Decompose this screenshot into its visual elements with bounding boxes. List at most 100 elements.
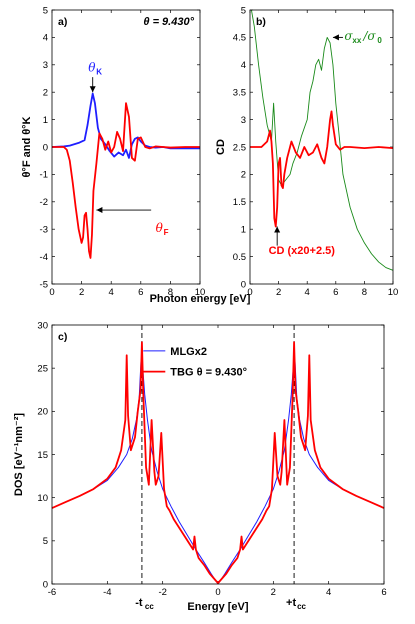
y-tick-label: 20 bbox=[37, 407, 48, 418]
y-tick-label: 4 bbox=[43, 33, 48, 44]
sigma-label: σ xx /σ 0 bbox=[344, 29, 382, 45]
y-tick-label: 25 bbox=[37, 363, 48, 374]
series-line-1 bbox=[51, 341, 385, 585]
panel-c-frame bbox=[51, 324, 385, 585]
y-tick-label: 3 bbox=[241, 115, 246, 126]
y-tick-label: 30 bbox=[37, 320, 48, 331]
panel-c-vline-labels: -t cc +t cc bbox=[135, 597, 306, 611]
legend-label-tbg: TBG θ = 9.430° bbox=[170, 367, 247, 379]
y-tick-label: 2.5 bbox=[233, 142, 246, 153]
y-tick-label: 0 bbox=[43, 579, 48, 590]
panel-c-label: c) bbox=[58, 331, 67, 343]
y-tick-label: 1 bbox=[43, 115, 48, 126]
y-tick-label: 2 bbox=[43, 88, 48, 99]
x-tick-label: 8 bbox=[362, 287, 367, 298]
theta-k-subscript: K bbox=[96, 68, 102, 77]
arrow-head bbox=[96, 207, 103, 214]
x-tick-label: 6 bbox=[138, 287, 143, 298]
panel-b-label: b) bbox=[256, 16, 266, 28]
theta-k-symbol: θ bbox=[88, 61, 96, 75]
x-tick-label: 2 bbox=[271, 587, 276, 598]
x-tick-label: 8 bbox=[168, 287, 173, 298]
sigma-divisor: /σ bbox=[362, 29, 376, 43]
x-tick-label: 2 bbox=[79, 287, 84, 298]
vline-label: +t bbox=[286, 597, 296, 609]
x-tick-label: 4 bbox=[109, 287, 114, 298]
y-tick-label: 3 bbox=[43, 60, 48, 71]
vline-label-subscript: cc bbox=[145, 602, 154, 611]
y-tick-label: -2 bbox=[40, 197, 48, 208]
panel-c-vlines bbox=[141, 325, 295, 584]
panel-ab-xlabel: Photon energy [eV] bbox=[150, 293, 251, 305]
panel-c-xlabel: Energy [eV] bbox=[187, 601, 248, 613]
panel-b-series bbox=[250, 9, 394, 271]
panel-b-arrows bbox=[274, 34, 343, 246]
panel-b: 0 2 4 6 8 10 0 0.5 1 1.5 2 2.5 3 3.5 4 4.5 5 b) CD Photo… bbox=[150, 5, 399, 305]
y-tick-label: 1.5 bbox=[233, 197, 246, 208]
series-line-0 bbox=[51, 92, 200, 159]
panel-a-arrows bbox=[89, 77, 152, 214]
x-tick-label: 10 bbox=[388, 287, 399, 298]
panel-c: -6 -4 -2 0 2 4 6 0 5 10 15 20 25 30 c) DOS [eV⁻¹nm⁻²]… bbox=[13, 320, 387, 613]
y-tick-label: 2 bbox=[241, 170, 246, 181]
panel-a: 0 2 4 6 8 10 -5 -4 -3 -2 -1 0 1 2 3 4 5 a) θ = 9.430° θ°… bbox=[21, 5, 205, 298]
y-tick-label: 5 bbox=[241, 5, 246, 16]
panel-a-label: a) bbox=[58, 16, 67, 28]
sigma-zero-subscript: 0 bbox=[377, 36, 382, 45]
sigma-subscript: xx bbox=[352, 36, 361, 45]
y-tick-label: 4 bbox=[241, 60, 246, 71]
y-tick-label: 15 bbox=[37, 450, 48, 461]
series-line-1 bbox=[250, 110, 394, 228]
y-tick-label: 0 bbox=[241, 279, 246, 290]
x-tick-label: -2 bbox=[158, 587, 166, 598]
x-tick-label: 0 bbox=[215, 587, 220, 598]
y-tick-label: -5 bbox=[40, 279, 48, 290]
cd-label: CD (x20+2.5) bbox=[269, 245, 336, 257]
x-tick-label: 6 bbox=[333, 287, 338, 298]
arrow-head bbox=[274, 226, 281, 233]
x-tick-label: -6 bbox=[48, 587, 56, 598]
theta-k-label: θ K bbox=[88, 61, 102, 77]
x-tick-label: 0 bbox=[247, 287, 252, 298]
arrow-head bbox=[332, 34, 339, 41]
panel-a-series bbox=[51, 92, 200, 259]
panel-b-ylabel: CD bbox=[215, 139, 227, 155]
y-tick-label: 3.5 bbox=[233, 88, 246, 99]
y-tick-label: 5 bbox=[43, 5, 48, 16]
arrow-head bbox=[89, 86, 96, 93]
vline-label-subscript: cc bbox=[297, 602, 306, 611]
theta-f-subscript: F bbox=[164, 228, 169, 237]
y-tick-label: -4 bbox=[40, 252, 48, 263]
sigma-symbol: σ bbox=[344, 29, 353, 43]
y-tick-label: 0 bbox=[43, 142, 48, 153]
vline-label: -t bbox=[135, 597, 143, 609]
panel-b-frame bbox=[249, 9, 394, 285]
x-tick-label: 4 bbox=[305, 287, 310, 298]
x-tick-label: -4 bbox=[103, 587, 111, 598]
y-tick-label: -3 bbox=[40, 225, 48, 236]
x-tick-label: 0 bbox=[49, 287, 54, 298]
panel-a-theta-annotation: θ = 9.430° bbox=[143, 16, 194, 28]
panel-b-ticks: 0 2 4 6 8 10 0 0.5 1 1.5 2 2.5 3 3.5 4 4.5 5 bbox=[233, 5, 399, 298]
y-tick-label: 0.5 bbox=[233, 252, 246, 263]
panel-c-ylabel: DOS [eV⁻¹nm⁻²] bbox=[13, 413, 25, 496]
series-line-0 bbox=[51, 359, 385, 585]
theta-f-symbol: θ bbox=[156, 221, 164, 235]
panel-c-ticks: -6 -4 -2 0 2 4 6 0 5 10 15 20 25 30 bbox=[37, 320, 386, 598]
y-tick-label: 1 bbox=[241, 225, 246, 236]
series-line-0 bbox=[250, 9, 394, 271]
panel-c-legend: MLGx2 TBG θ = 9.430° bbox=[143, 346, 247, 379]
y-tick-label: 10 bbox=[37, 493, 48, 504]
y-tick-label: -1 bbox=[40, 170, 48, 181]
y-tick-label: 4.5 bbox=[233, 33, 246, 44]
x-tick-label: 2 bbox=[276, 287, 281, 298]
legend-label-mlg: MLGx2 bbox=[170, 346, 207, 358]
x-tick-label: 6 bbox=[381, 587, 386, 598]
x-tick-label: 4 bbox=[326, 587, 331, 598]
x-tick-label: 10 bbox=[195, 287, 206, 298]
y-tick-label: 5 bbox=[43, 536, 48, 547]
series-line-1 bbox=[52, 102, 200, 259]
panel-a-ylabel: θ°F and θ°K bbox=[21, 116, 33, 177]
theta-f-label: θ F bbox=[156, 221, 169, 237]
